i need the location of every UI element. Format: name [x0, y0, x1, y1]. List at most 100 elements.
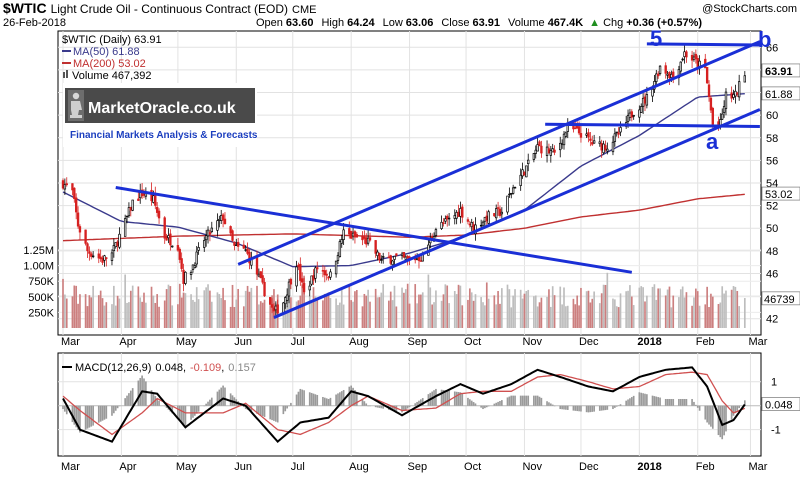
macd-hist-bar: [651, 395, 654, 406]
volume-bar: [154, 302, 157, 328]
macd-hist-bar: [64, 405, 66, 412]
candle-body: [521, 169, 524, 177]
candle-body: [203, 240, 206, 248]
month-label: 2018: [637, 461, 661, 473]
volume-bar: [433, 302, 435, 328]
macd-hist-bar: [587, 405, 590, 413]
month-label: Feb: [696, 336, 715, 348]
candle-body: [562, 133, 566, 146]
volume-bar: [420, 294, 422, 328]
volume-bar: [71, 296, 74, 328]
volume-bar: [131, 285, 134, 328]
volume-bar: [231, 284, 234, 328]
volume-bar: [546, 296, 548, 328]
candle-body: [229, 226, 232, 234]
volume-bar: [508, 289, 511, 328]
volume-bar: [177, 304, 179, 328]
candle-body: [466, 219, 470, 222]
price-axis: 66646260585654525048464442: [766, 42, 778, 325]
volume-bar: [150, 286, 153, 328]
macd-hist-bar: [448, 390, 450, 406]
candle-body: [498, 208, 502, 216]
candle-body: [523, 171, 526, 176]
candle-body: [178, 248, 181, 260]
trendline: [646, 42, 760, 47]
volume-bar: [448, 303, 450, 328]
candle-body: [459, 208, 462, 217]
volume-bar: [632, 305, 635, 328]
volume-bar: [389, 291, 392, 328]
volume-bar: [506, 284, 509, 328]
macd-hist-bar: [84, 405, 87, 430]
volume-bar: [519, 289, 522, 328]
volume-bar: [457, 284, 460, 328]
macd-hist-bar: [704, 405, 707, 420]
month-label: Aug: [349, 336, 369, 348]
volume-bar: [113, 285, 115, 328]
candle-body: [508, 193, 511, 196]
macd-hist-bar: [600, 405, 603, 411]
candle-body: [316, 267, 319, 270]
volume-bar: [559, 286, 562, 328]
volume-bar: [269, 305, 272, 328]
candle-body: [376, 251, 379, 257]
trendline: [273, 108, 761, 319]
macd-hist-bar: [510, 395, 513, 406]
candle-body: [672, 71, 675, 78]
macd-hist-bar: [723, 405, 725, 436]
macd-hist-bar: [340, 391, 343, 406]
volume-bar: [563, 287, 565, 328]
volume-bar: [678, 297, 680, 328]
volume-bar: [533, 296, 535, 328]
candle-body: [496, 207, 500, 209]
candle-body: [235, 244, 238, 246]
candle-body: [157, 210, 161, 219]
candle-body: [404, 256, 407, 260]
candle-body: [461, 206, 464, 218]
volume-bar: [617, 307, 620, 328]
candle-body: [532, 153, 536, 160]
volume-bar: [653, 284, 656, 328]
candle-body: [361, 236, 364, 241]
macd-hist-bar: [467, 397, 469, 406]
volume-bar: [470, 292, 473, 328]
value-label-box: [761, 186, 800, 201]
macd-hist-bar: [295, 394, 298, 406]
macd-hist-bar: [457, 392, 460, 406]
candle-body: [617, 132, 620, 135]
macd-hist-bar: [65, 405, 68, 415]
macd-hist-bar: [380, 405, 383, 409]
candle-body: [592, 140, 596, 144]
macd-hist-bar: [73, 405, 76, 425]
volume-bar: [527, 289, 530, 328]
volume-bar: [303, 275, 305, 328]
volume-bar: [116, 295, 119, 328]
volume-bar: [538, 302, 541, 328]
candle-body: [485, 215, 488, 222]
candle-body: [600, 143, 603, 151]
volume-bar: [435, 290, 437, 328]
wave-label-b: b: [758, 27, 771, 52]
candle-body: [221, 214, 225, 221]
macd-hist-bar: [696, 405, 699, 408]
volume-bar: [484, 305, 486, 328]
volume-bar: [233, 307, 236, 328]
macd-hist-bar: [480, 405, 482, 408]
macd-hist-bar: [559, 405, 562, 410]
volume-bar: [290, 297, 292, 328]
macd-hist-bar: [62, 405, 64, 410]
candle-body: [690, 54, 694, 61]
volume-bar: [374, 288, 377, 328]
candle-body: [231, 230, 234, 241]
macd-hist-bar: [216, 391, 219, 406]
candle-body: [103, 255, 106, 261]
volume-bar: [602, 284, 605, 328]
volume-bar: [195, 287, 198, 328]
candle-body: [270, 304, 274, 308]
volume-bar: [696, 291, 699, 328]
macd-hist-bar: [521, 395, 524, 406]
macd-hist-bar: [629, 398, 631, 406]
macd-hist-bar: [288, 405, 290, 407]
macd-lines: [62, 366, 746, 443]
